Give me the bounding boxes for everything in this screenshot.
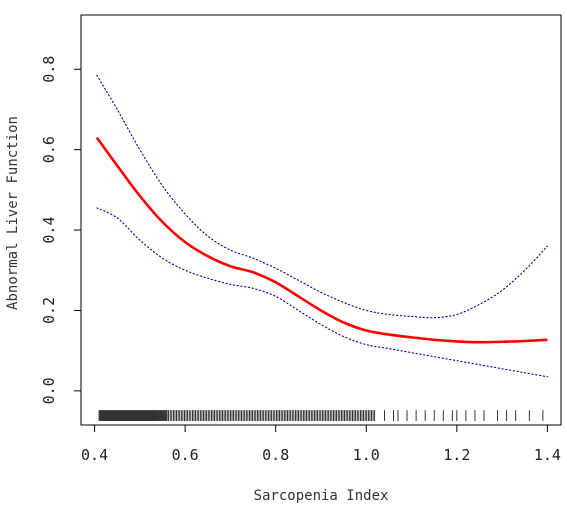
x-axis-title: Sarcopenia Index (254, 488, 389, 504)
x-tick-label: 1.4 (534, 446, 561, 464)
y-axis: 0.0 0.2 0.4 0.6 0.8 (40, 56, 82, 404)
x-tick-label: 0.6 (172, 446, 199, 464)
y-tick-label: 0.4 (40, 217, 58, 244)
x-tick-label: 0.8 (262, 446, 289, 464)
rug-plot (98, 410, 544, 421)
x-tick-label: 1.0 (353, 446, 380, 464)
y-tick-label: 0.2 (40, 297, 58, 324)
series-line-estimate (95, 136, 548, 344)
y-tick-label: 0.6 (40, 136, 58, 163)
x-tick-label: 0.4 (81, 446, 108, 464)
series-line-upper-bound (96, 74, 548, 319)
plot-frame (80, 14, 562, 426)
series-line-lower-bound (96, 207, 548, 378)
y-tick-label: 0.8 (40, 56, 58, 83)
x-tick-label: 1.2 (443, 446, 470, 464)
x-axis: 0.4 0.6 0.8 1.0 1.2 1.4 (81, 424, 561, 464)
y-tick-label: 0.0 (40, 377, 58, 404)
y-axis-title: Abnormal Liver Function (5, 116, 21, 310)
series-group (95, 74, 548, 378)
